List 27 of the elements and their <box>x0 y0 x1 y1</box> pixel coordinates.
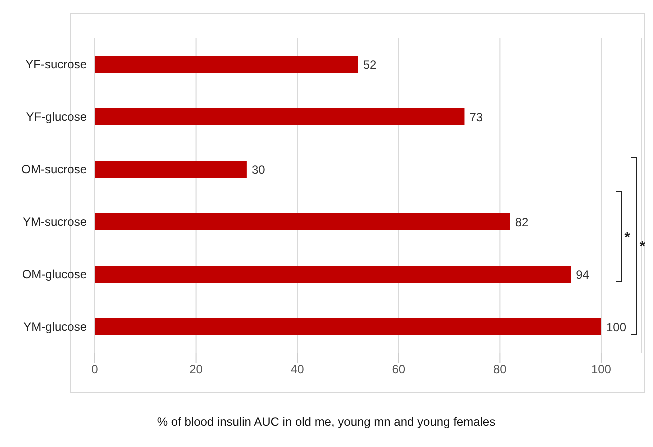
bar <box>95 214 510 230</box>
bar <box>95 266 572 283</box>
data-label: 30 <box>252 162 266 177</box>
y-tick-label: OM-sucrose <box>22 162 88 177</box>
y-tick-label: YM-glucose <box>24 320 88 334</box>
data-label: 100 <box>606 320 627 334</box>
x-tick-label: 0 <box>92 362 99 377</box>
bar <box>95 161 247 178</box>
y-tick-label: OM-glucose <box>22 268 88 282</box>
bar <box>95 108 465 126</box>
x-tick-label: 60 <box>392 362 406 377</box>
x-tick-label: 80 <box>494 362 508 377</box>
x-axis-title: % of blood insulin AUC in old me, young mn and young females <box>156 415 497 429</box>
data-label: 73 <box>470 110 484 124</box>
annotation: * <box>640 238 646 254</box>
x-tick-label: 40 <box>290 362 305 377</box>
data-label: 82 <box>515 215 529 230</box>
y-tick-label: YM-sucrose <box>22 215 88 230</box>
annotation: * <box>624 228 630 245</box>
y-tick-label: YF-sucrose <box>26 58 88 72</box>
x-tick-label: 100 <box>591 362 612 377</box>
y-tick-label: YF-glucose <box>26 110 88 124</box>
bar <box>95 318 602 336</box>
data-label: 94 <box>576 268 590 282</box>
data-label: 52 <box>363 58 378 72</box>
x-tick-label: 20 <box>190 362 204 377</box>
bar <box>95 56 358 73</box>
